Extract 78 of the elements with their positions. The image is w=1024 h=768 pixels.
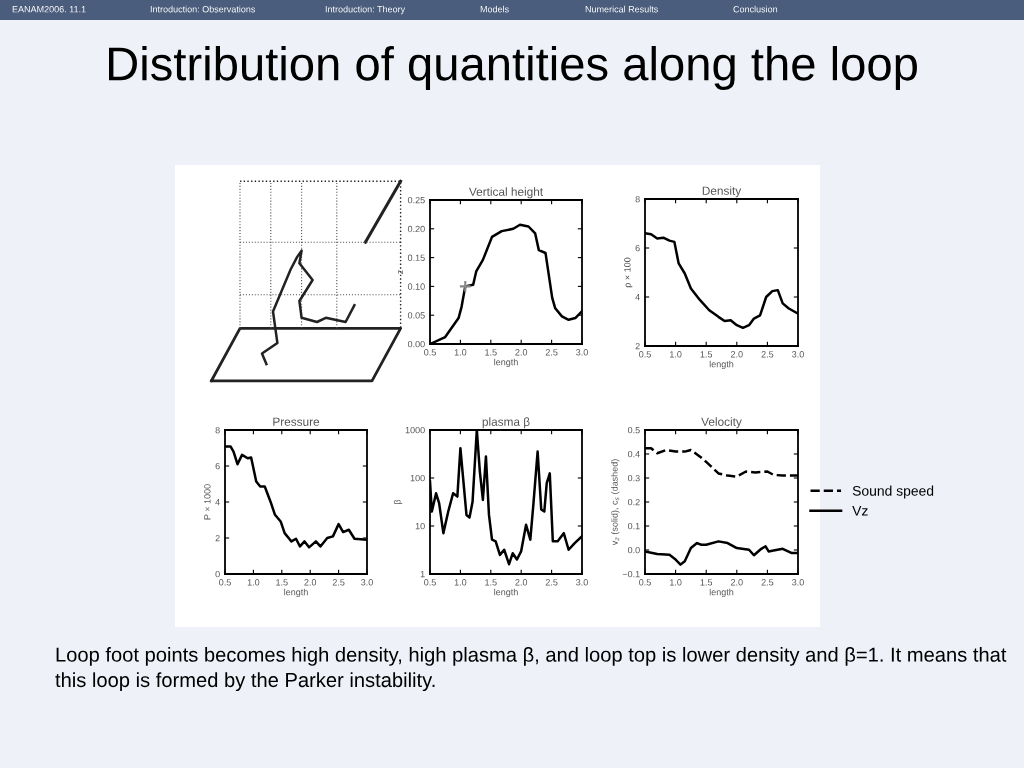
- x-tick-label: 1.0: [454, 349, 467, 356]
- y-tick-label: 0.3: [627, 474, 640, 482]
- y-tick-label: 2: [215, 534, 220, 542]
- x-tick-label: 1.0: [670, 351, 682, 358]
- text: Models: [480, 5, 509, 13]
- y-axis-title: z: [398, 270, 403, 274]
- x-tick-label: 1.5: [485, 579, 497, 586]
- y-tick-label: 8: [215, 426, 220, 434]
- x-tick-label: 3.0: [792, 351, 804, 358]
- y-axis-title: v$_{z}$ (solid), c$_{s}$ (dashed): [611, 459, 620, 546]
- y-tick-label: 4: [635, 294, 640, 301]
- y-tick-label: 0.15: [407, 254, 425, 261]
- x-axis-title: length: [709, 360, 734, 370]
- x-tick-label: 2.0: [730, 351, 743, 358]
- x-tick-label: 1.0: [247, 579, 260, 586]
- y-tick-label: 8: [635, 195, 640, 203]
- x-axis-title: length: [494, 358, 518, 368]
- y-tick-label: 6: [635, 244, 640, 252]
- x-tick-label: 1.0: [670, 579, 682, 586]
- y-tick-label: 0.4: [627, 450, 640, 458]
- chart-title: Velocity: [701, 417, 742, 429]
- chart-title: Density: [702, 186, 742, 198]
- y-tick-label: 0.10: [407, 283, 425, 290]
- y-tick-label: 0.05: [407, 312, 425, 319]
- x-tick-label: 2.0: [304, 579, 317, 586]
- text: Numerical Results: [585, 5, 658, 13]
- x-tick-label: 3.0: [576, 579, 588, 586]
- x-tick-label: 1.5: [485, 349, 497, 356]
- x-axis-title: length: [494, 588, 518, 598]
- y-tick-label: 0: [215, 570, 220, 578]
- y-tick-label: 100: [410, 474, 425, 482]
- x-tick-label: 2.0: [515, 579, 528, 586]
- y-axis-title: P × 1000: [204, 484, 211, 520]
- x-tick-label: 2.5: [545, 349, 558, 356]
- x-tick-label: 1.5: [700, 579, 713, 586]
- y-tick-label: 0.1: [627, 522, 640, 530]
- x-tick-label: 3.0: [576, 349, 588, 356]
- y-tick-label: 2: [635, 342, 640, 350]
- x-tick-label: 1.5: [700, 351, 713, 358]
- legend-label: Vz: [852, 505, 868, 516]
- y-tick-label: 4: [215, 499, 220, 506]
- y-axis-title: β: [393, 499, 403, 504]
- y-tick-label: 1: [420, 571, 425, 578]
- x-tick-label: 2.5: [761, 579, 774, 586]
- y-tick-label: 1000: [405, 426, 425, 434]
- x-tick-label: 2.5: [332, 579, 345, 586]
- chart-title: plasma β: [482, 417, 530, 429]
- y-tick-label: 0.25: [407, 196, 425, 204]
- y-tick-label: 0.20: [407, 225, 425, 233]
- x-tick-label: 2.5: [761, 351, 774, 358]
- legend-label: Sound speed: [852, 485, 934, 499]
- x-tick-label: 2.0: [730, 579, 743, 586]
- y-tick-label: 0.2: [627, 498, 640, 506]
- x-tick-label: 3.0: [361, 579, 373, 586]
- y-tick-label: 0.00: [407, 340, 425, 348]
- text: Introduction: Theory: [325, 5, 406, 15]
- x-tick-label: 3.0: [792, 579, 804, 586]
- y-tick-label: −0.1: [622, 570, 640, 578]
- text: Conclusion: [733, 5, 778, 13]
- text: Loop foot points becomes high density, high plasma β, and loop top is lower density and β=1. It means that this loop is formed by the Parker instability.: [55, 647, 1007, 692]
- y-tick-label: 0.0: [627, 546, 640, 554]
- x-tick-label: 2.0: [515, 349, 528, 356]
- text: Distribution of quantities along the loop: [109, 45, 917, 91]
- x-tick-label: 1.0: [454, 579, 467, 586]
- x-tick-label: 2.5: [545, 579, 558, 586]
- x-axis-title: length: [284, 588, 308, 598]
- chart-title: Pressure: [273, 417, 320, 426]
- x-axis-title: length: [709, 588, 734, 598]
- text: Introduction: Observations: [150, 5, 256, 13]
- y-axis-title: ρ × 100: [624, 257, 633, 288]
- x-tick-label: 0.5: [424, 579, 436, 586]
- text: EANAM2006. 11.1: [12, 6, 86, 13]
- y-tick-label: 0.5: [627, 426, 640, 434]
- y-tick-label: 6: [215, 462, 220, 470]
- chart-title: Vertical height: [468, 187, 543, 199]
- x-tick-label: 1.5: [276, 579, 288, 586]
- y-tick-label: 10: [415, 522, 425, 530]
- x-tick-label: 0.5: [424, 349, 436, 356]
